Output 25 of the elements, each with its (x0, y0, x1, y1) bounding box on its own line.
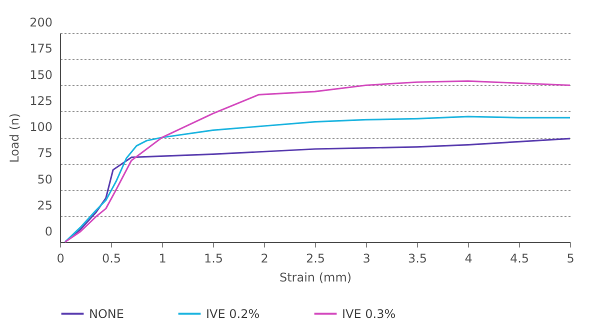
y-tick-label: 75 (37, 146, 52, 160)
x-tick-label: 3 (362, 252, 370, 266)
y-tick-label: 150 (30, 68, 52, 82)
y-tick-label: 50 (37, 172, 52, 186)
y-axis-title: Load (n) (8, 113, 22, 163)
legend-label: IVE 0.2% (206, 306, 260, 321)
x-tick-label: 1 (158, 252, 166, 266)
x-tick-label: 3.5 (408, 252, 428, 266)
y-tick-label: 175 (30, 42, 52, 56)
x-axis-title: Strain (mm) (279, 270, 352, 284)
x-tick-label: 0 (56, 252, 64, 266)
y-tick-label: 200 (30, 16, 52, 30)
x-tick-label: 5 (566, 252, 574, 266)
x-tick-label: 2 (260, 252, 268, 266)
x-tick-label: 1.5 (204, 252, 224, 266)
y-tick-label: 125 (30, 94, 52, 108)
legend-label: NONE (89, 306, 124, 321)
x-tick-label: 4 (464, 252, 472, 266)
y-tick-label: 25 (37, 198, 52, 212)
y-tick-label: 0 (44, 224, 52, 238)
legend-label: IVE 0.3% (342, 306, 396, 321)
x-tick-label: 0.5 (102, 252, 122, 266)
y-tick-label: 100 (30, 120, 52, 134)
x-tick-label: 2.5 (306, 252, 326, 266)
x-tick-label: 4.5 (510, 252, 530, 266)
